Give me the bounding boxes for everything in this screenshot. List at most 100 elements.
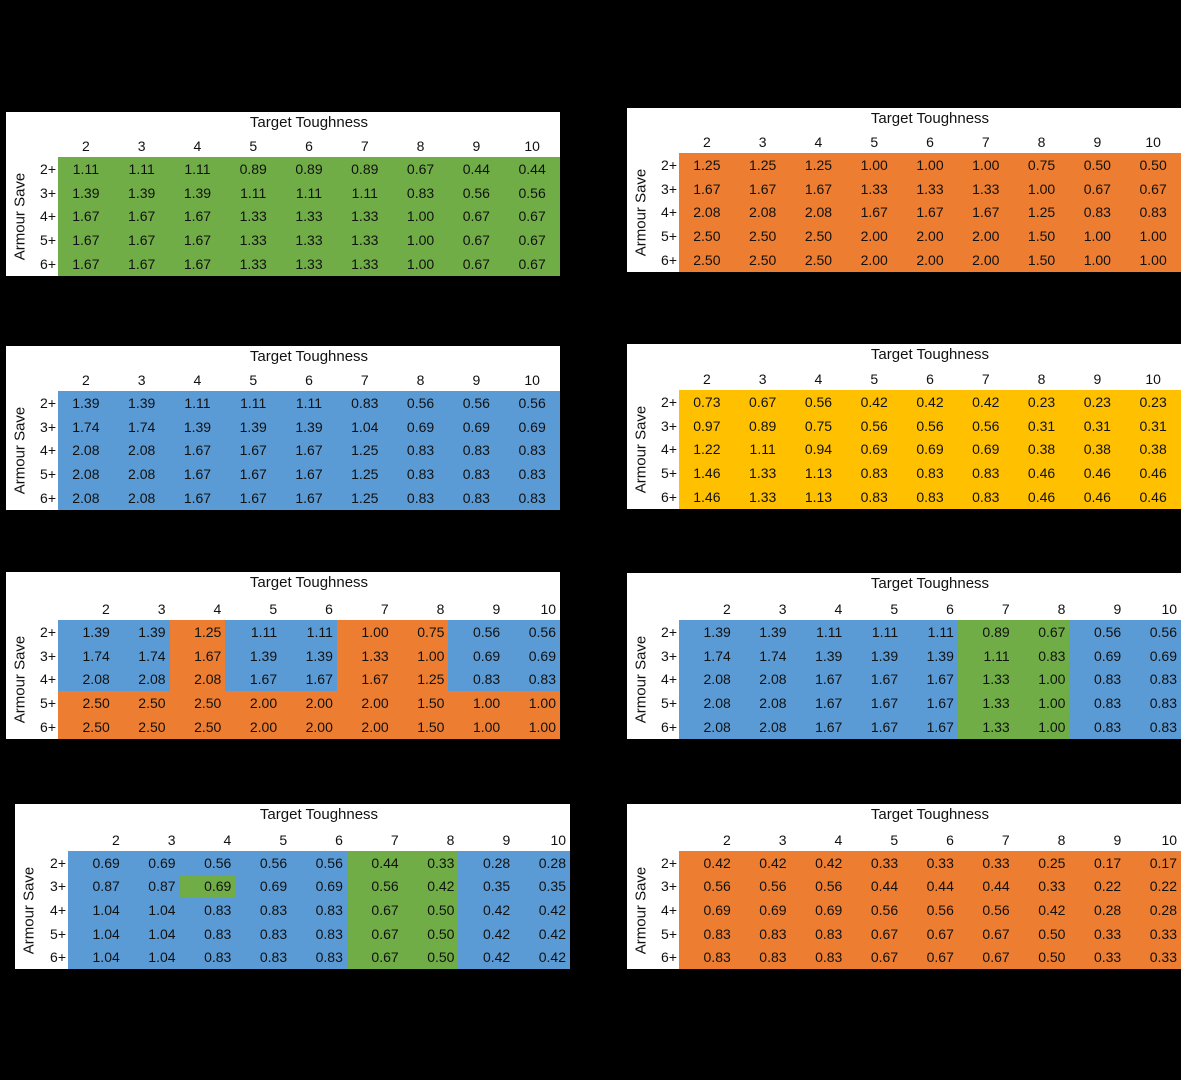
column-header: 5	[269, 601, 278, 617]
row-header: 4+	[40, 442, 56, 459]
table-cell: 0.87	[123, 874, 180, 899]
table-cell: 0.89	[957, 620, 1014, 644]
table-cell: 0.83	[179, 921, 236, 946]
table-cell: 0.83	[179, 898, 236, 922]
table-cell: 1.25	[734, 153, 791, 177]
table-cell: 1.13	[790, 461, 847, 486]
table-cell: 0.83	[1013, 643, 1070, 668]
table-cell: 0.31	[1013, 413, 1070, 438]
table-cell: 2.00	[225, 715, 282, 739]
table-cell: 0.33	[846, 851, 903, 875]
y-axis-label: Armour Save	[15, 851, 43, 969]
table-cell: 1.00	[448, 691, 505, 716]
table-cell: 0.69	[504, 414, 560, 439]
table-cell: 1.33	[734, 461, 791, 486]
table-cell: 1.67	[902, 200, 958, 225]
table-cell: 1.04	[123, 898, 180, 922]
column-header: 8	[1057, 832, 1066, 848]
table-cell: 1.46	[679, 461, 735, 486]
table-cell: 0.56	[846, 413, 903, 438]
column-header: 6	[305, 372, 313, 388]
table-cell: 1.33	[336, 228, 393, 253]
row-header: 4+	[661, 671, 677, 688]
table-cell: 1.33	[336, 204, 393, 229]
row-header: 2+	[40, 623, 56, 640]
table-cell: 0.42	[458, 921, 515, 946]
y-axis-label: Armour Save	[6, 157, 34, 276]
column-headers: 2 3 4 5 6 7 8 9 10	[679, 133, 1181, 151]
table-cell: 2.08	[169, 667, 226, 692]
table-cell: 1.25	[679, 153, 735, 177]
table-cell: 0.83	[790, 921, 847, 946]
column-header: 8	[1037, 371, 1046, 387]
table-cell: 0.83	[504, 462, 560, 487]
table-cell: 1.74	[113, 643, 170, 668]
table-cell: 0.83	[846, 485, 903, 509]
table-cell: 0.94	[790, 437, 847, 462]
table-cell: 1.67	[790, 691, 847, 716]
table-cell: 0.89	[734, 413, 791, 438]
table-cell: 0.50	[402, 921, 459, 946]
table-cell: 1.67	[58, 204, 114, 229]
table-cell: 1.11	[846, 620, 903, 644]
table-cell: 2.08	[679, 667, 735, 692]
table-cell: 0.23	[1013, 390, 1070, 414]
column-header: 4	[193, 372, 202, 388]
table-cell: 0.83	[504, 667, 560, 692]
table-cell: 2.00	[336, 691, 393, 716]
table-cell: 2.00	[281, 691, 337, 716]
table-cell: 1.39	[113, 391, 170, 415]
table-title: Target Toughness	[870, 575, 990, 592]
table-cell: 0.67	[504, 204, 560, 229]
column-header: 7	[1001, 601, 1010, 617]
table-cell: 0.44	[957, 874, 1014, 899]
y-axis-label-text: Armour Save	[11, 406, 29, 495]
y-axis-label: Armour Save	[627, 851, 655, 969]
row-header: 6+	[661, 719, 677, 736]
column-header: 7	[1001, 832, 1010, 848]
column-header: 7	[360, 372, 369, 388]
row-header: 2+	[661, 393, 677, 410]
table-cell: 1.67	[846, 715, 903, 739]
table-cell: 0.69	[68, 851, 124, 875]
row-header: 3+	[40, 184, 56, 201]
table-cell: 0.67	[504, 252, 560, 276]
table-cell: 1.74	[58, 643, 114, 668]
column-header: 6	[335, 832, 343, 848]
table-cell: 0.69	[902, 437, 958, 462]
table-cell: 0.44	[846, 874, 903, 899]
table-cell: 0.56	[957, 413, 1014, 438]
column-headers: 2 3 4 5 6 7 8 9 10	[58, 137, 560, 155]
table-cell: 1.00	[392, 204, 449, 229]
table-cell: 0.22	[1069, 874, 1126, 899]
table-cell: 1.39	[846, 643, 903, 668]
column-header: 7	[380, 601, 389, 617]
table-cell: 1.11	[336, 180, 393, 205]
table-cell: 1.33	[336, 252, 393, 276]
table-cell: 1.11	[169, 391, 226, 415]
table-cell: 0.42	[402, 874, 459, 899]
table-cell: 1.11	[225, 620, 282, 644]
table-cell: 1.33	[957, 176, 1014, 201]
y-axis-label-text: Armour Save	[632, 168, 650, 257]
y-axis-label: Armour Save	[6, 391, 34, 510]
table-cell: 0.83	[1125, 667, 1181, 692]
row-header: 5+	[50, 925, 66, 942]
table-cell: 1.11	[225, 391, 282, 415]
table-cell: 0.67	[504, 228, 560, 253]
column-headers: 2 3 4 5 6 7 8 9 10	[58, 371, 560, 389]
table-cell: 0.23	[1125, 390, 1181, 414]
table-cell: 1.33	[957, 691, 1014, 716]
table-cell: 1.39	[113, 180, 170, 205]
table-title: Target Toughness	[259, 806, 379, 823]
value-grid: 0.73 0.67 0.56 0.42 0.42 0.42 0.23 0.23 0.23 0.97…	[679, 390, 1181, 509]
table-cell: 0.69	[846, 437, 903, 462]
table-cell: 0.33	[1069, 921, 1126, 946]
column-header: 5	[890, 601, 899, 617]
table-cell: 1.11	[58, 157, 114, 181]
column-header: 6	[946, 832, 954, 848]
column-header: 4	[223, 832, 232, 848]
table-cell: 1.33	[225, 204, 282, 229]
table-cell: 0.69	[1069, 643, 1126, 668]
row-headers: 2+ 3+ 4+ 5+ 6+	[655, 620, 679, 739]
